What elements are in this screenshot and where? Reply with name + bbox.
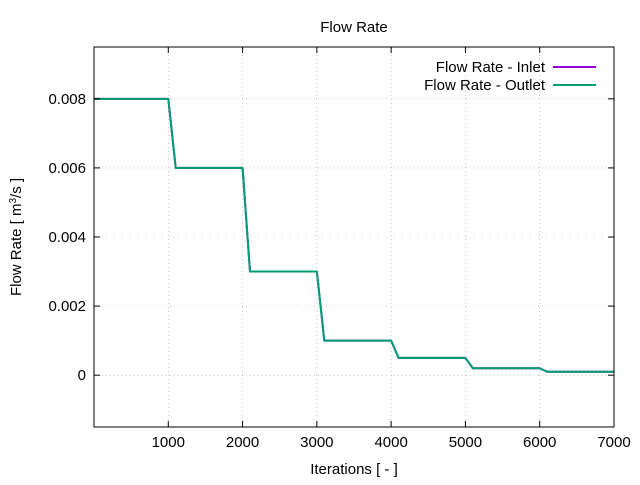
chart-title: Flow Rate [320, 19, 388, 36]
y-tick-label: 0.006 [48, 160, 86, 177]
y-axis-label: Flow Rate [ m3/s ] [8, 178, 26, 296]
x-tick-label: 3000 [300, 434, 333, 451]
legend: Flow Rate - Inlet Flow Rate - Outlet [424, 59, 596, 94]
series-line-outlet [94, 97, 614, 373]
y-tick-label: 0.002 [48, 298, 86, 315]
axis-ticks: 1000 2000 3000 4000 5000 6000 7000 0 0.002 0.004 0… [48, 47, 631, 451]
legend-label-inlet: Flow Rate - Inlet [436, 59, 546, 76]
y-axis-label-prefix: Flow Rate [ m [8, 204, 25, 297]
x-tick-label: 4000 [374, 434, 407, 451]
x-tick-label: 6000 [523, 434, 556, 451]
x-tick-label: 7000 [597, 434, 630, 451]
x-tick-label: 2000 [226, 434, 259, 451]
x-tick-label: 1000 [152, 434, 185, 451]
grid [94, 47, 614, 427]
series-lines [94, 97, 614, 373]
legend-label-outlet: Flow Rate - Outlet [424, 77, 546, 94]
y-axis-label-superscript: 3 [8, 198, 19, 204]
y-axis-label-suffix: /s ] [8, 178, 25, 198]
y-tick-label: 0.004 [48, 229, 86, 246]
y-tick-label: 0.008 [48, 91, 86, 108]
y-tick-label: 0 [78, 367, 86, 384]
x-tick-label: 5000 [449, 434, 482, 451]
x-axis-label: Iterations [ - ] [310, 461, 398, 478]
